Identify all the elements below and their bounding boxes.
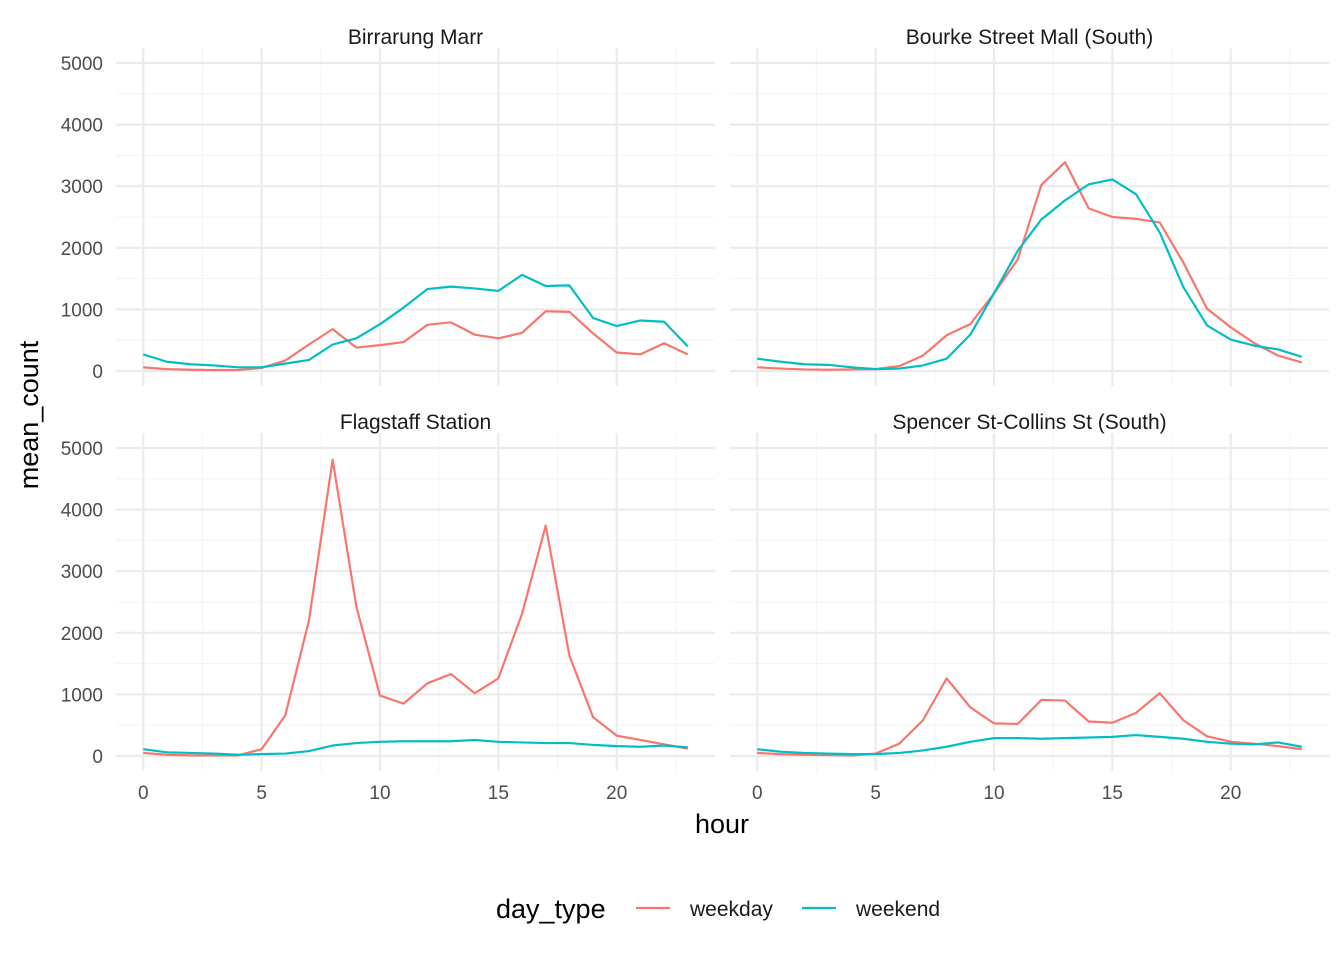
panel-2: Bourke Street Mall (South)	[730, 26, 1329, 386]
legend-label-weekday: weekday	[689, 898, 773, 921]
y-tick-label: 5000	[61, 54, 103, 75]
x-axis-title: hour	[695, 809, 749, 839]
panel-title: Spencer St-Collins St (South)	[892, 411, 1166, 434]
x-tick-label: 20	[1220, 783, 1241, 804]
x-tick-label: 0	[752, 783, 763, 804]
x-tick-label: 20	[606, 783, 627, 804]
series-line-weekday	[757, 677, 1302, 757]
panels: Birrarung Marr Bourke Street Mall (South)…	[116, 26, 1329, 771]
legend: day_type weekday weekend	[496, 894, 940, 924]
y-tick-label: 1000	[61, 685, 103, 706]
y-tick-label: 5000	[61, 439, 103, 460]
x-tick-label: 5	[870, 783, 881, 804]
series-line-weekday	[757, 161, 1303, 371]
x-tick-label: 10	[369, 783, 390, 804]
y-tick-label: 0	[92, 747, 103, 768]
x-tick-label: 5	[256, 783, 267, 804]
series-line-weekday	[143, 458, 688, 757]
legend-title: day_type	[496, 894, 606, 924]
series-line-weekday	[143, 310, 689, 372]
y-tick-label: 1000	[61, 300, 103, 321]
y-tick-label: 2000	[61, 624, 103, 645]
panel-title: Bourke Street Mall (South)	[906, 26, 1153, 49]
y-tick-label: 4000	[61, 501, 103, 522]
x-tick-label: 15	[488, 783, 509, 804]
y-tick-label: 2000	[61, 239, 103, 260]
panel-title: Flagstaff Station	[340, 411, 491, 434]
y-tick-label: 4000	[61, 116, 103, 137]
series-line-weekend	[757, 733, 1302, 756]
panel-1: Birrarung Marr	[116, 26, 715, 386]
axes: 0100020003000400050000100020003000400050…	[61, 54, 1242, 804]
series-line-weekend	[142, 273, 689, 369]
legend-label-weekend: weekend	[855, 898, 940, 921]
x-tick-label: 10	[983, 783, 1004, 804]
y-axis-title: mean_count	[14, 340, 44, 489]
x-tick-label: 15	[1102, 783, 1123, 804]
x-tick-label: 0	[138, 783, 149, 804]
panel-3: Flagstaff Station	[116, 411, 715, 771]
panel-title: Birrarung Marr	[348, 26, 483, 49]
panel-4: Spencer St-Collins St (South)	[730, 411, 1329, 771]
y-tick-label: 3000	[61, 177, 103, 198]
series-line-weekend	[143, 738, 688, 756]
series-line-weekend	[757, 178, 1303, 371]
y-tick-label: 3000	[61, 562, 103, 583]
y-tick-label: 0	[92, 362, 103, 383]
